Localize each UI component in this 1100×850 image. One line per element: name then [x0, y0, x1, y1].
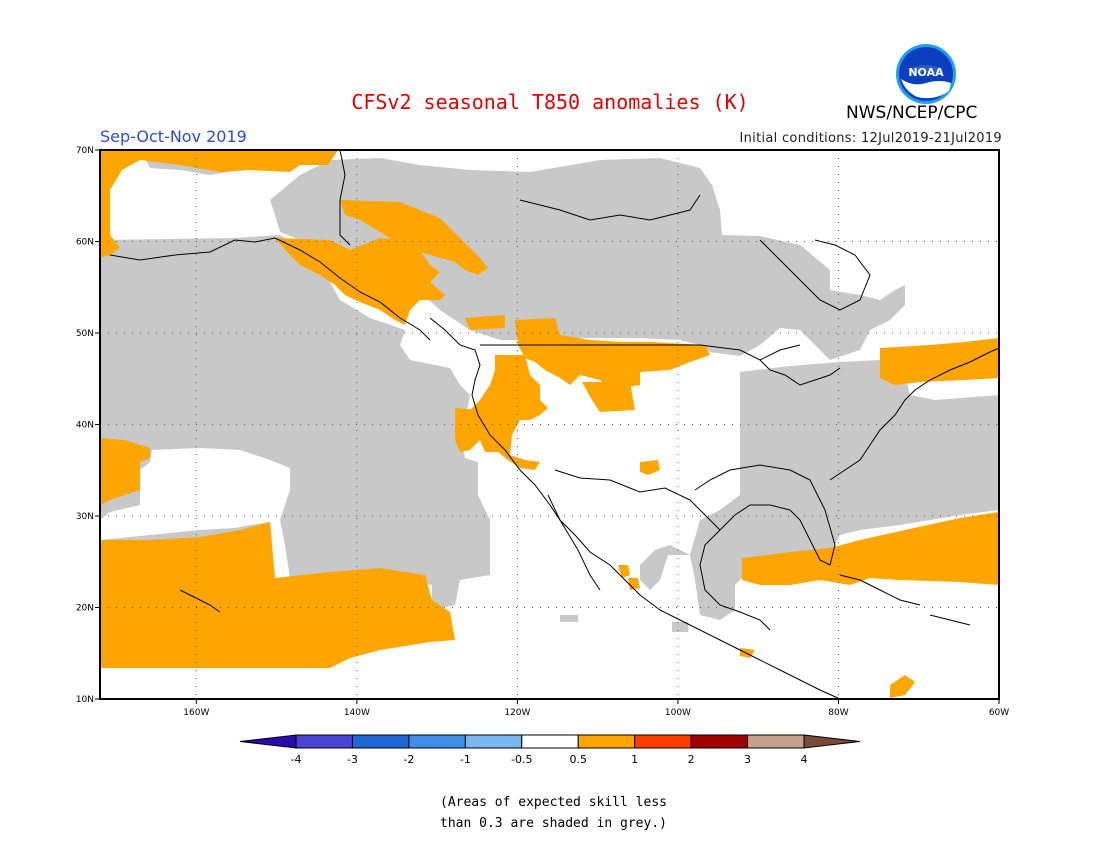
lon-tick-label: 100W: [665, 708, 691, 718]
coast-cuba: [839, 574, 921, 606]
skill-note: (Areas of expected skill less than 0.3 a…: [440, 792, 760, 834]
colorbar-label: 4: [801, 753, 808, 766]
colorbar-label: -3: [347, 753, 358, 766]
lat-tick-label: 60N: [76, 238, 94, 248]
noaa-logo-icon: NOAA: [896, 44, 956, 104]
lon-tick-label: 60W: [989, 708, 1009, 718]
shading-grey-patch-1: [560, 615, 578, 622]
shading-orange-wyoming: [582, 382, 635, 412]
lat-tick-label: 40N: [76, 421, 94, 431]
lon-tick-label: 120W: [504, 708, 530, 718]
shading-orange-west-coast: [465, 355, 548, 470]
border-us-mexico: [554, 469, 721, 531]
colorbar-swatch: [690, 734, 749, 749]
coast-hudson-bay: [759, 239, 871, 311]
shading-grey-east: [640, 360, 999, 620]
colorbar-arrow-low: [239, 734, 297, 749]
shading-orange-pacific-west: [100, 438, 150, 505]
lat-tick-label: 10N: [76, 695, 94, 705]
initial-conditions-label: Initial conditions: 12Jul2019-21Jul2019: [739, 131, 1002, 146]
lon-tick-label: 140W: [344, 708, 370, 718]
colorbar-label: -2: [403, 753, 414, 766]
lat-tick-label: 50N: [76, 329, 94, 339]
colorbar-label: 2: [688, 753, 695, 766]
shading-layer: [100, 150, 999, 698]
colorbar-swatch: [747, 734, 805, 749]
coast-pacific: [429, 317, 841, 700]
coast-great-lakes: [759, 359, 841, 386]
shading-orange-atlantic-south: [742, 512, 999, 585]
lat-tick-label: 70N: [76, 146, 94, 156]
shading-orange-mexico-1: [618, 565, 630, 578]
colorbar-swatch: [521, 734, 579, 749]
border-us-canada: [480, 344, 801, 361]
coast-hawaii: [179, 589, 221, 613]
coast-atlantic: [829, 347, 1000, 481]
colorbar-arrow-high: [803, 734, 861, 749]
shading-orange-arctic-west: [100, 150, 338, 258]
skill-note-line-2: than 0.3 are shaded in grey.): [440, 816, 667, 831]
colorbar-label: 0.5: [569, 753, 587, 766]
agency-label: NWS/NCEP/CPC: [846, 103, 978, 123]
coast-gulf: [694, 464, 836, 631]
shading-orange-newfoundland: [880, 338, 999, 385]
lat-tick-label: 20N: [76, 604, 94, 614]
shading-orange-california: [455, 408, 480, 452]
border-alaska-canada: [339, 149, 351, 246]
shading-orange-yukon: [340, 200, 488, 275]
colorbar-swatch: [408, 734, 466, 749]
colorbar-swatch: [464, 734, 523, 749]
coast-alaska: [109, 237, 431, 341]
colorbar-swatch: [634, 734, 692, 749]
colorbar-label: 1: [631, 753, 638, 766]
colorbar-swatch: [577, 734, 636, 749]
colorbar-label: -0.5: [511, 753, 532, 766]
colorbar-label: -4: [291, 753, 302, 766]
lat-tick-label: 30N: [76, 512, 94, 522]
colorbar-legend: -4 -3 -2 -1 -0.5 0.5 1 2 3 4: [239, 734, 861, 766]
shading-orange-alaska: [275, 238, 445, 325]
coastline-layer: [109, 149, 1000, 700]
shading-orange-caribbean: [890, 675, 915, 698]
logo-text: NOAA: [908, 66, 944, 79]
coast-arctic-islands: [519, 194, 701, 221]
colorbar-label: 3: [744, 753, 751, 766]
lon-tick-label: 80W: [828, 708, 848, 718]
colorbar-swatch: [295, 734, 353, 749]
shading-orange-bc: [465, 315, 505, 330]
axis-ticks: 70N 60N 50N 40N 30N 20N 10N 160W 140W 120W 100W 80W…: [76, 146, 1009, 718]
colorbar-swatch: [351, 734, 410, 749]
skill-note-line-1: (Areas of expected skill less: [440, 795, 667, 810]
shading-grey-canada: [270, 158, 905, 360]
shading-orange-north-plains: [515, 318, 710, 390]
shading-orange-mexico-2: [628, 578, 640, 590]
shading-orange-new-mexico: [640, 460, 660, 475]
shading-grey-pacific: [100, 235, 490, 610]
shading-orange-hawaii: [100, 522, 455, 668]
shading-grey-patch-2: [672, 622, 688, 632]
chart-title: CFSv2 seasonal T850 anomalies (K): [351, 90, 749, 114]
coast-hispaniola: [929, 614, 971, 626]
season-label: Sep-Oct-Nov 2019: [100, 127, 247, 146]
coast-baja: [547, 494, 601, 591]
lon-tick-label: 160W: [183, 708, 209, 718]
colorbar-label: -1: [460, 753, 471, 766]
